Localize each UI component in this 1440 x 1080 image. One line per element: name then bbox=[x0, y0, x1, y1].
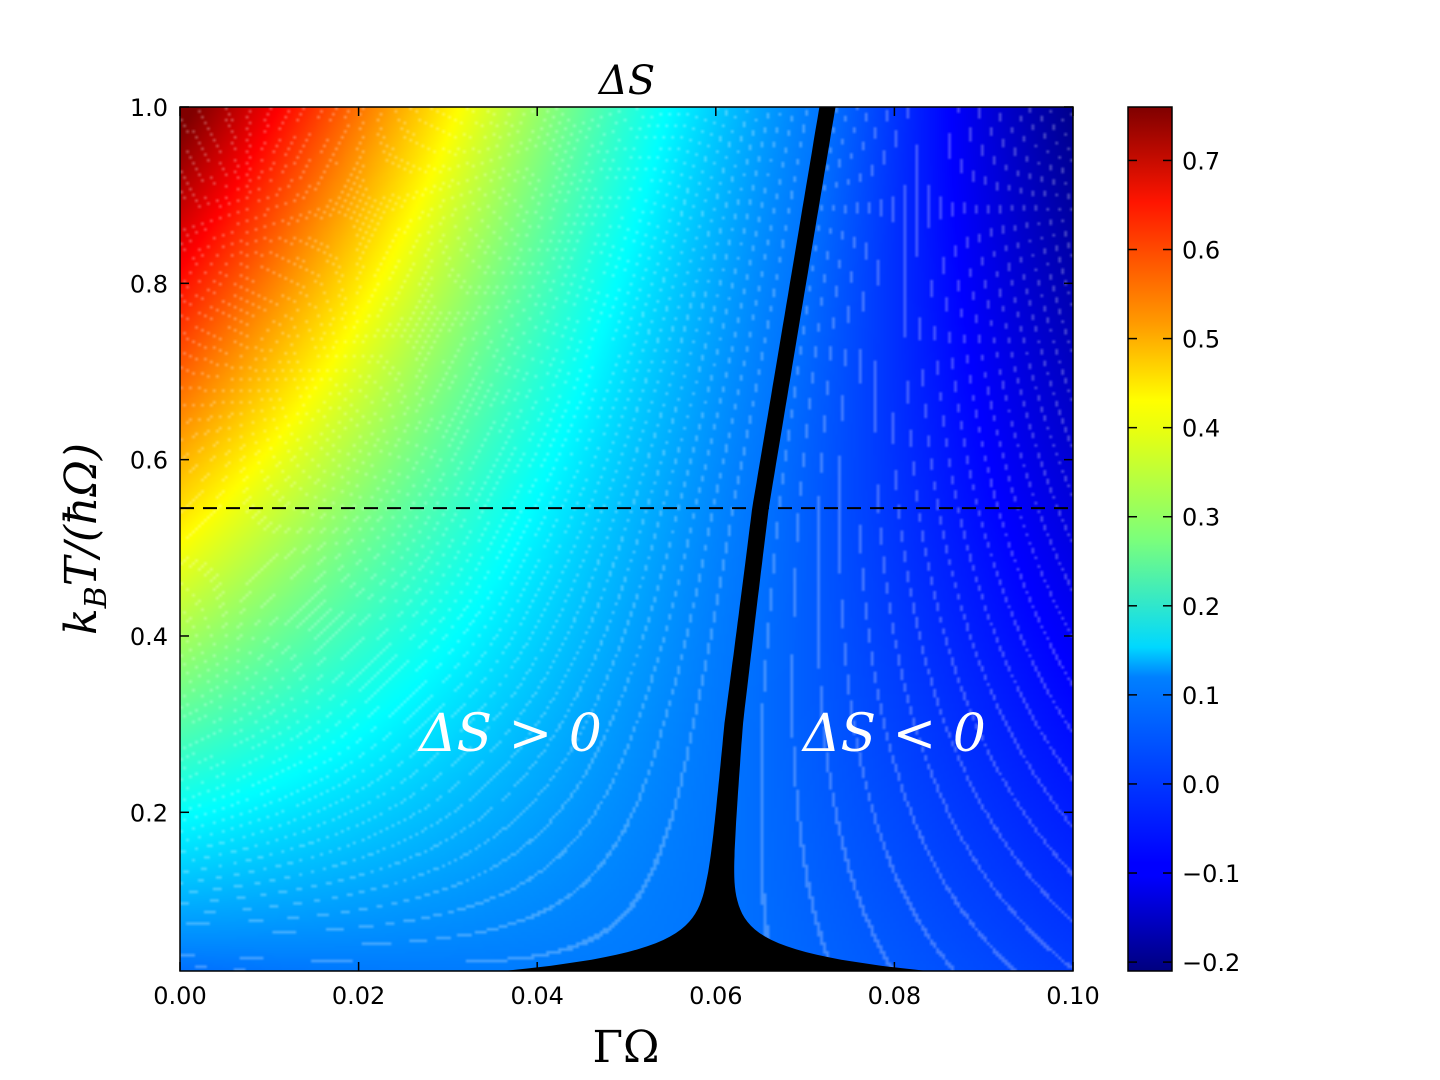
colorbar-tick-label: 0.5 bbox=[1182, 326, 1220, 354]
colorbar-tick-label: 0.6 bbox=[1182, 237, 1220, 265]
chart-title: ΔS bbox=[597, 58, 655, 104]
colorbar-tick-label: 0.7 bbox=[1182, 147, 1220, 175]
x-axis-label: ΓΩ bbox=[592, 1022, 659, 1073]
y-tick-label: 1.0 bbox=[130, 94, 168, 122]
colorbar-tick-label: 0.4 bbox=[1182, 415, 1220, 443]
x-tick-label: 0.00 bbox=[153, 982, 206, 1010]
y-axis-label: kBT/(ħΩ) bbox=[56, 443, 114, 635]
y-tick-label: 0.6 bbox=[130, 447, 168, 475]
y-tick-label: 0.2 bbox=[130, 799, 168, 827]
colorbar-ticks: 0.7 0.6 0.5 0.4 0.3 0.2 0.1 0.0 −0.1 −0.2 bbox=[1128, 147, 1240, 977]
y-tick-label: 0.4 bbox=[130, 623, 168, 651]
annotation-positive: ΔS > 0 bbox=[417, 704, 602, 764]
colorbar-gradient bbox=[1128, 107, 1172, 971]
y-axis: 0.2 0.4 0.6 0.8 1.0 bbox=[130, 94, 1073, 827]
plot-frame bbox=[179, 106, 1074, 972]
x-tick-label: 0.04 bbox=[510, 982, 563, 1010]
x-tick-label: 0.08 bbox=[868, 982, 921, 1010]
colorbar: 0.7 0.6 0.5 0.4 0.3 0.2 0.1 0.0 −0.1 −0.2 bbox=[1127, 106, 1240, 977]
x-tick-label: 0.06 bbox=[689, 982, 742, 1010]
colorbar-tick-label: 0.3 bbox=[1182, 504, 1220, 532]
colorbar-tick-label: −0.1 bbox=[1182, 860, 1240, 888]
colorbar-tick-label: 0.0 bbox=[1182, 771, 1220, 799]
colorbar-tick-label: 0.1 bbox=[1182, 682, 1220, 710]
x-axis: 0.00 0.02 0.04 0.06 0.08 0.10 bbox=[153, 107, 1100, 1010]
annotation-negative: ΔS < 0 bbox=[801, 704, 986, 764]
y-tick-label: 0.8 bbox=[130, 270, 168, 298]
colorbar-tick-label: −0.2 bbox=[1182, 949, 1240, 977]
heatmap bbox=[180, 107, 1073, 971]
x-tick-label: 0.10 bbox=[1046, 982, 1099, 1010]
colorbar-frame bbox=[1127, 106, 1173, 972]
colorbar-tick-label: 0.2 bbox=[1182, 593, 1220, 621]
x-tick-label: 0.02 bbox=[332, 982, 385, 1010]
heatmap-field bbox=[180, 107, 1073, 971]
